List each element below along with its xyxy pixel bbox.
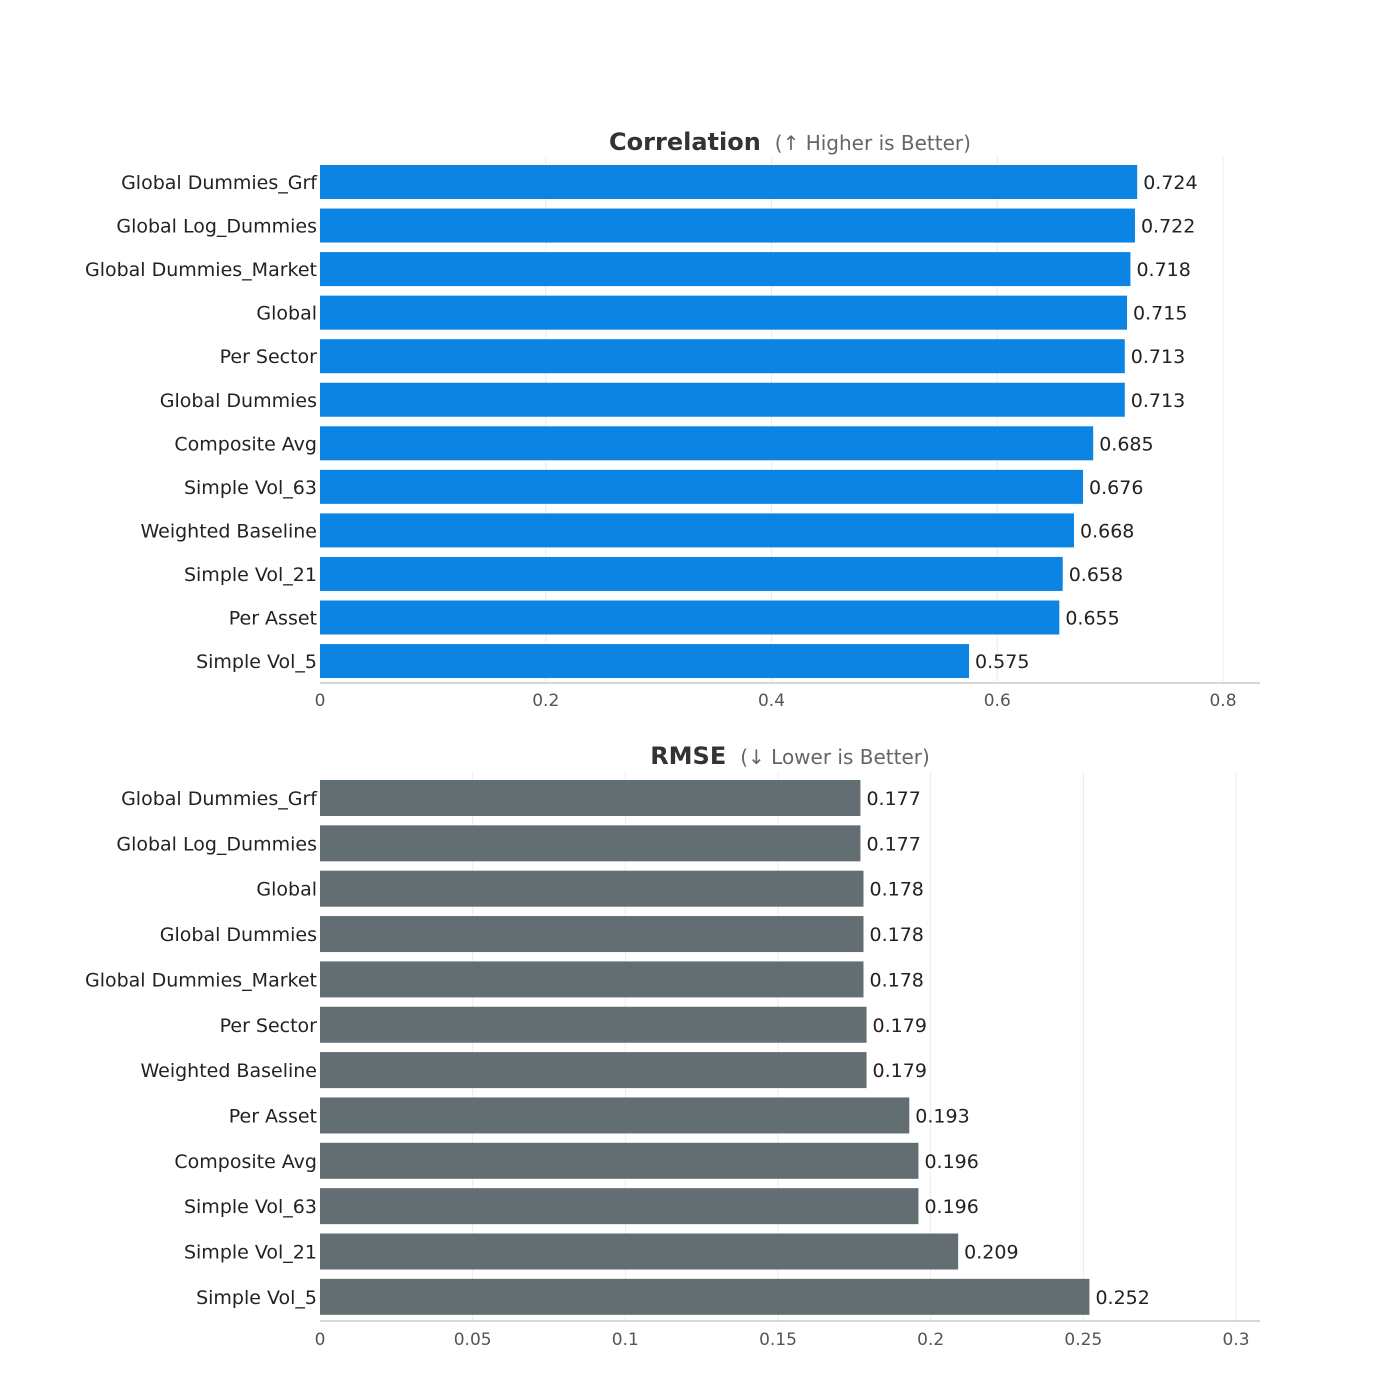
bar [320, 295, 1128, 330]
value-label: 0.668 [1080, 520, 1134, 542]
category-label: Simple Vol_21 [184, 1242, 317, 1264]
bar [320, 382, 1125, 417]
value-label: 0.196 [924, 1151, 978, 1173]
chart-title-text: Correlation [609, 128, 761, 156]
value-label: 0.685 [1099, 433, 1153, 455]
rmse-chart: RMSE (↓ Lower is Better) Global Dummies_Gr… [85, 742, 1260, 1350]
value-label: 0.658 [1069, 564, 1123, 586]
category-label: Composite Avg [174, 433, 317, 455]
category-label: Weighted Baseline [140, 520, 317, 542]
value-label: 0.178 [869, 924, 923, 946]
category-label: Global Log_Dummies [116, 216, 317, 238]
bar [320, 870, 864, 907]
x-tick-label: 0.4 [758, 691, 785, 711]
category-label: Global Log_Dummies [116, 833, 317, 855]
chart-subtitle: (↑ Higher is Better) [775, 131, 971, 155]
value-label: 0.178 [869, 879, 923, 901]
bar [320, 208, 1135, 243]
x-tick-label: 0 [315, 1330, 326, 1350]
category-label: Global Dummies [160, 924, 317, 946]
bar [320, 1142, 919, 1179]
bar [320, 1233, 959, 1270]
x-tick-label: 0.1 [612, 1330, 639, 1350]
value-label: 0.715 [1133, 303, 1187, 325]
value-label: 0.179 [873, 1060, 927, 1082]
category-label: Per Sector [220, 346, 318, 368]
bar [320, 556, 1063, 591]
x-tick-label: 0.2 [532, 691, 559, 711]
category-label: Composite Avg [174, 1151, 317, 1173]
x-tick-label: 0 [315, 691, 326, 711]
value-label: 0.209 [964, 1242, 1018, 1264]
bar [320, 469, 1084, 504]
chart-title: RMSE (↓ Lower is Better) [650, 742, 930, 770]
category-label: Weighted Baseline [140, 1060, 317, 1082]
bar [320, 513, 1075, 548]
category-label: Global [256, 879, 317, 901]
value-label: 0.713 [1131, 390, 1185, 412]
bar [320, 1188, 919, 1225]
value-label: 0.193 [915, 1105, 969, 1127]
category-label: Global Dummies_Grf [121, 172, 318, 194]
value-label: 0.196 [924, 1196, 978, 1218]
x-tick-label: 0.2 [917, 1330, 944, 1350]
chart-title-text: RMSE [650, 742, 726, 770]
category-label: Simple Vol_63 [184, 1196, 317, 1218]
bar [320, 339, 1125, 374]
category-label: Global Dummies_Grf [121, 788, 318, 810]
category-label: Simple Vol_5 [196, 651, 317, 673]
bar [320, 825, 861, 862]
value-label: 0.722 [1141, 216, 1195, 238]
category-label: Simple Vol_63 [184, 477, 317, 499]
value-label: 0.724 [1143, 172, 1197, 194]
x-tick-label: 0.05 [454, 1330, 492, 1350]
x-tick-label: 0.25 [1064, 1330, 1102, 1350]
bar [320, 252, 1131, 287]
value-label: 0.177 [866, 833, 920, 855]
chart-title: Correlation (↑ Higher is Better) [609, 128, 971, 156]
bar [320, 644, 970, 679]
x-tick-label: 0.15 [759, 1330, 797, 1350]
value-label: 0.178 [869, 969, 923, 991]
x-tick-label: 0.6 [984, 691, 1011, 711]
value-label: 0.676 [1089, 477, 1143, 499]
correlation-chart: Correlation (↑ Higher is Better) Global Du… [85, 128, 1260, 711]
category-label: Per Sector [220, 1015, 318, 1037]
value-label: 0.575 [975, 651, 1029, 673]
value-label: 0.252 [1095, 1287, 1149, 1309]
value-label: 0.718 [1136, 259, 1190, 281]
category-label: Simple Vol_21 [184, 564, 317, 586]
value-label: 0.713 [1131, 346, 1185, 368]
value-label: 0.179 [873, 1015, 927, 1037]
bar [320, 780, 861, 816]
category-label: Global [256, 303, 317, 325]
category-label: Simple Vol_5 [196, 1287, 317, 1309]
bar [320, 1006, 867, 1043]
x-tick-label: 0.3 [1222, 1330, 1249, 1350]
category-label: Per Asset [229, 608, 317, 630]
bar [320, 961, 864, 998]
bar [320, 426, 1094, 461]
bar [320, 1278, 1090, 1315]
bar [320, 165, 1138, 199]
bar [320, 600, 1060, 635]
category-label: Per Asset [229, 1105, 317, 1127]
bar [320, 1052, 867, 1089]
category-label: Global Dummies_Market [85, 259, 317, 281]
bar [320, 1097, 910, 1134]
x-tick-label: 0.8 [1209, 691, 1236, 711]
category-label: Global Dummies_Market [85, 969, 317, 991]
value-label: 0.177 [866, 788, 920, 810]
value-label: 0.655 [1065, 608, 1119, 630]
chart-subtitle: (↓ Lower is Better) [740, 745, 930, 769]
bar [320, 916, 864, 953]
category-label: Global Dummies [160, 390, 317, 412]
